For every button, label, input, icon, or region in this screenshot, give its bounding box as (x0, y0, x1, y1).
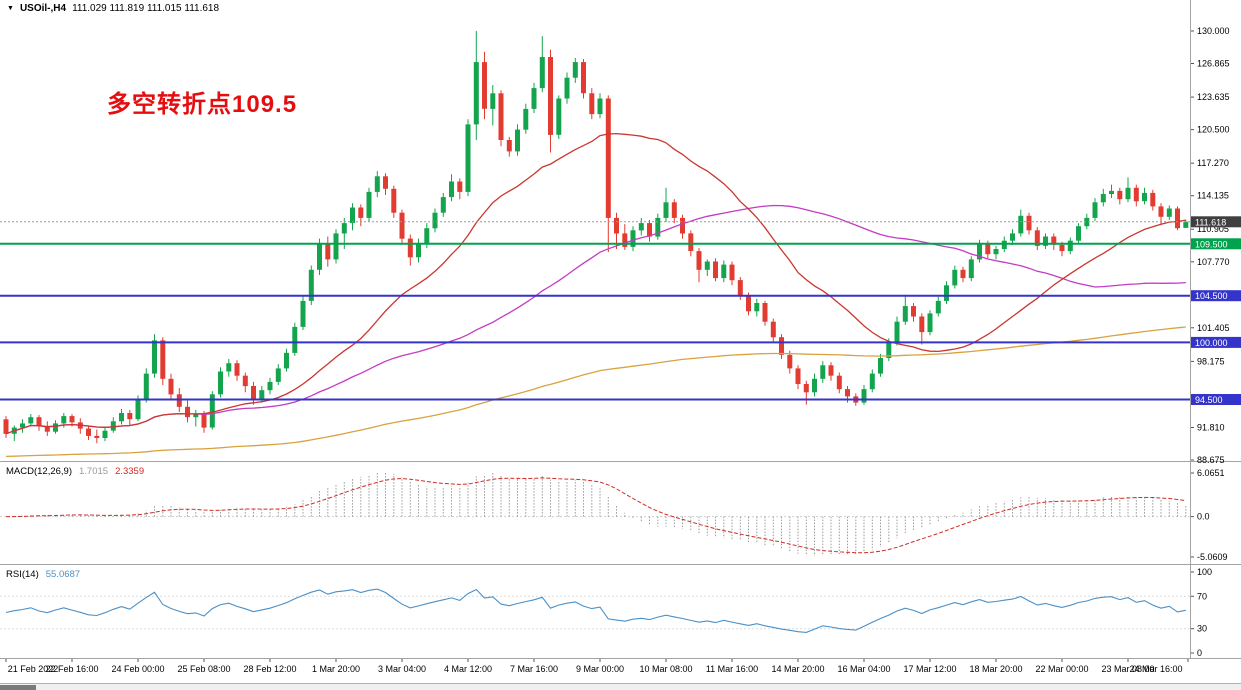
svg-text:22 Feb 16:00: 22 Feb 16:00 (45, 664, 98, 674)
svg-text:70: 70 (1197, 591, 1207, 601)
svg-text:10 Mar 08:00: 10 Mar 08:00 (639, 664, 692, 674)
svg-text:11 Mar 16:00: 11 Mar 16:00 (706, 664, 758, 674)
rsi-value: 55.0687 (45, 569, 81, 580)
macd-axis[interactable]: 6.0651 0.0 -5.0609 (1191, 468, 1228, 562)
svg-text:107.770: 107.770 (1197, 257, 1230, 267)
rsi-axis[interactable]: 100 70 30 0 (1191, 567, 1212, 658)
macd-signal-line (6, 477, 1186, 554)
price-badge-104.500 (1191, 290, 1241, 302)
price-badge-109.500 (1191, 238, 1241, 250)
horizontal-level-lines (0, 242, 1190, 401)
svg-text:104.500: 104.500 (1195, 291, 1228, 301)
rsi-label-name: RSI(14) (6, 569, 39, 580)
mid-ma-line (5, 204, 1186, 435)
svg-text:3 Mar 04:00: 3 Mar 04:00 (378, 664, 426, 674)
svg-text:100: 100 (1197, 567, 1212, 577)
candlestick-series (3, 31, 1189, 444)
price-badge-94.500 (1191, 394, 1241, 405)
svg-text:18 Mar 20:00: 18 Mar 20:00 (969, 664, 1022, 674)
macd-label-name: MACD(12,26,9) (6, 466, 72, 477)
svg-text:9 Mar 00:00: 9 Mar 00:00 (576, 664, 624, 674)
panel-separators (0, 0, 1241, 659)
scrollbar-thumb[interactable] (0, 685, 36, 690)
chart-symbol-header: ▼ USOil-,H4 111.029 111.819 111.015 111.… (7, 3, 219, 14)
svg-text:110.905: 110.905 (1197, 224, 1229, 234)
price-badge-100.000 (1191, 336, 1241, 348)
svg-text:28 Feb 12:00: 28 Feb 12:00 (243, 664, 296, 674)
svg-text:0.0: 0.0 (1197, 512, 1210, 522)
svg-text:117.270: 117.270 (1197, 158, 1229, 168)
svg-text:126.865: 126.865 (1197, 59, 1230, 69)
annotation-text: 多空转折点109.5 (107, 91, 298, 118)
svg-text:123.635: 123.635 (1197, 92, 1230, 102)
horizontal-scrollbar[interactable] (0, 683, 1241, 690)
svg-text:120.500: 120.500 (1197, 125, 1230, 135)
svg-text:30: 30 (1197, 624, 1207, 634)
svg-text:23 Mar 08:00: 23 Mar 08:00 (1101, 664, 1154, 674)
svg-text:130.000: 130.000 (1197, 26, 1230, 36)
svg-text:0: 0 (1197, 648, 1202, 658)
svg-text:21 Feb 2022: 21 Feb 2022 (8, 664, 59, 674)
price-badge-111.618 (1191, 216, 1241, 228)
svg-text:6.0651: 6.0651 (1197, 468, 1225, 478)
svg-text:91.810: 91.810 (1197, 423, 1225, 433)
svg-text:109.500: 109.500 (1195, 239, 1228, 249)
svg-text:22 Mar 00:00: 22 Mar 00:00 (1035, 664, 1088, 674)
svg-text:111.618: 111.618 (1195, 217, 1226, 227)
svg-text:7 Mar 16:00: 7 Mar 16:00 (510, 664, 558, 674)
macd-histogram (13, 472, 1187, 556)
svg-text:101.405: 101.405 (1197, 323, 1230, 333)
symbol-ohlc-values: 111.029 111.819 111.015 111.618 (72, 3, 220, 14)
rsi-line (5, 588, 1186, 633)
svg-text:16 Mar 04:00: 16 Mar 04:00 (837, 664, 890, 674)
macd-main-value: 1.7015 (79, 466, 109, 477)
macd-indicator-label: MACD(12,26,9) 1.7015 2.3359 (6, 466, 144, 477)
svg-text:24 Mar 16:00: 24 Mar 16:00 (1129, 664, 1182, 674)
svg-text:14 Mar 20:00: 14 Mar 20:00 (771, 664, 824, 674)
svg-text:25 Feb 08:00: 25 Feb 08:00 (177, 664, 230, 674)
symbol-name: USOil-,H4 (19, 3, 67, 14)
svg-text:24 Feb 00:00: 24 Feb 00:00 (111, 664, 164, 674)
svg-text:1 Mar 20:00: 1 Mar 20:00 (312, 664, 360, 674)
price-axis[interactable]: 130.000 126.865 123.635 120.500 117.270 114.1… (1191, 26, 1241, 465)
svg-text:98.175: 98.175 (1197, 356, 1225, 366)
slow-ma-line (5, 326, 1186, 458)
fast-ma-line (5, 132, 1186, 435)
svg-text:94.500: 94.500 (1195, 395, 1223, 405)
rsi-indicator-label: RSI(14) 55.0687 (6, 569, 80, 580)
svg-text:114.135: 114.135 (1197, 191, 1229, 201)
macd-signal-value: 2.3359 (115, 466, 145, 477)
symbol-marker-icon: ▼ (7, 4, 14, 12)
svg-text:4 Mar 12:00: 4 Mar 12:00 (444, 664, 492, 674)
svg-text:17 Mar 12:00: 17 Mar 12:00 (903, 664, 956, 674)
svg-text:88.675: 88.675 (1197, 455, 1225, 465)
svg-text:100.000: 100.000 (1195, 338, 1228, 348)
svg-text:-5.0609: -5.0609 (1197, 552, 1228, 562)
